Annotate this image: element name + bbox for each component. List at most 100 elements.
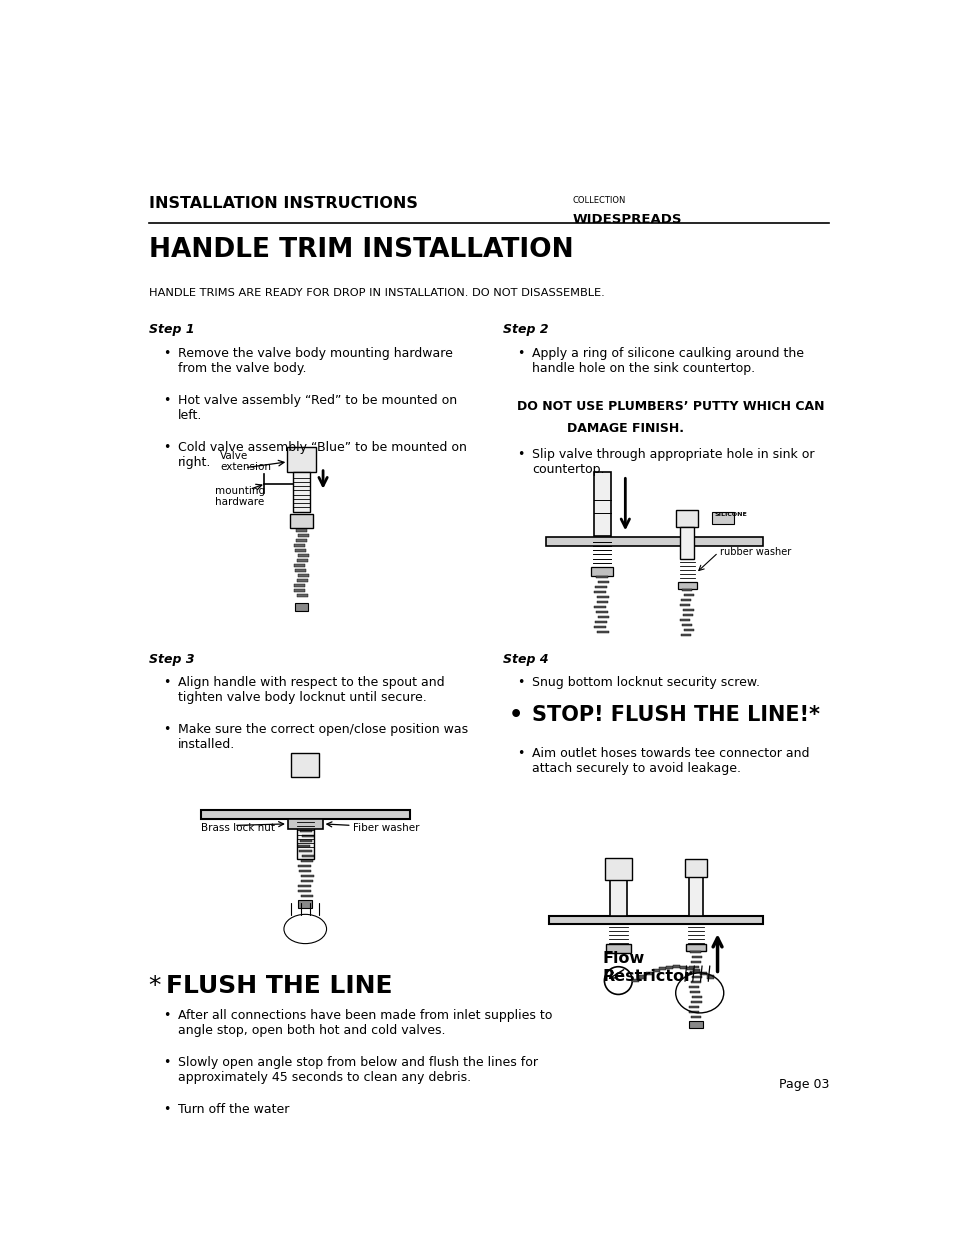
Text: Cold valve assembly “Blue” to be mounted on
right.: Cold valve assembly “Blue” to be mounted… — [178, 441, 467, 469]
Text: Fiber washer: Fiber washer — [353, 823, 419, 832]
Text: •: • — [162, 1009, 170, 1023]
Text: Aim outlet hoses towards tee connector and
attach securely to avoid leakage.: Aim outlet hoses towards tee connector a… — [532, 747, 809, 776]
Text: SILICONE: SILICONE — [714, 513, 746, 517]
Text: •: • — [517, 676, 523, 689]
Bar — [298, 885, 311, 888]
Text: Page 03: Page 03 — [778, 1078, 828, 1092]
Bar — [297, 846, 310, 847]
Bar — [286, 447, 315, 472]
Bar — [301, 835, 314, 837]
Bar — [596, 611, 607, 614]
Bar — [294, 564, 304, 567]
Bar — [595, 621, 606, 624]
Bar — [594, 626, 605, 629]
Text: DAMAGE FINISH.: DAMAGE FINISH. — [567, 421, 683, 435]
Bar — [683, 630, 693, 631]
Bar — [690, 951, 700, 953]
Text: Remove the valve body mounting hardware
from the valve body.: Remove the valve body mounting hardware … — [178, 347, 453, 375]
Bar — [296, 540, 307, 542]
Bar — [301, 881, 314, 882]
Bar — [691, 997, 701, 998]
Bar — [605, 944, 630, 953]
Bar — [298, 871, 311, 872]
Text: Align handle with respect to the spout and
tighten valve body locknut until secu: Align handle with respect to the spout a… — [178, 676, 444, 704]
Text: Slip valve through appropriate hole in sink or
countertop.: Slip valve through appropriate hole in s… — [532, 448, 814, 475]
Bar — [711, 511, 733, 524]
Text: Hot valve assembly “Red” to be mounted on
left.: Hot valve assembly “Red” to be mounted o… — [178, 394, 456, 422]
Text: HANDLE TRIMS ARE READY FOR DROP IN INSTALLATION. DO NOT DISASSEMBLE.: HANDLE TRIMS ARE READY FOR DROP IN INSTA… — [149, 288, 604, 299]
Text: *: * — [149, 973, 169, 998]
Text: Turn off the water: Turn off the water — [178, 1103, 289, 1116]
Bar — [688, 877, 702, 916]
Bar — [683, 594, 693, 597]
Bar — [688, 987, 699, 988]
Bar — [678, 582, 696, 589]
Bar — [598, 616, 609, 619]
Bar — [595, 587, 606, 588]
Bar — [294, 603, 307, 611]
Bar — [298, 535, 309, 537]
Text: •: • — [162, 394, 170, 406]
Bar — [688, 1011, 699, 1013]
Bar — [679, 604, 690, 606]
Bar — [682, 609, 693, 611]
Bar — [297, 579, 308, 582]
Text: Step 3: Step 3 — [149, 652, 194, 666]
Bar — [295, 550, 306, 552]
Bar — [691, 1016, 700, 1019]
Bar — [689, 1007, 699, 1008]
Text: mounting
hardware: mounting hardware — [214, 485, 264, 508]
Bar — [691, 1002, 700, 1003]
Bar — [691, 977, 701, 978]
Text: •: • — [517, 747, 523, 761]
Bar — [706, 976, 713, 978]
Bar — [686, 967, 693, 971]
Bar — [700, 972, 706, 976]
Bar — [597, 597, 608, 598]
Bar — [294, 545, 304, 547]
Bar — [298, 900, 312, 908]
Bar — [632, 979, 639, 982]
Text: Valve
extension: Valve extension — [220, 451, 271, 473]
Bar — [609, 879, 626, 916]
Bar — [604, 858, 631, 879]
Bar — [691, 956, 701, 958]
Bar — [684, 858, 706, 877]
Bar — [298, 555, 309, 557]
Bar — [591, 567, 612, 577]
Bar — [296, 819, 314, 858]
Bar — [300, 841, 313, 842]
Bar — [300, 861, 313, 862]
Text: •: • — [162, 1056, 170, 1070]
Bar — [597, 631, 608, 634]
Bar — [690, 961, 700, 963]
Bar — [665, 966, 673, 968]
Text: Apply a ring of silicone caulking around the
handle hole on the sink countertop.: Apply a ring of silicone caulking around… — [532, 347, 803, 375]
Bar — [297, 594, 308, 597]
Text: •: • — [509, 705, 523, 725]
Bar — [594, 592, 605, 593]
Text: INSTALLATION INSTRUCTIONS: INSTALLATION INSTRUCTIONS — [149, 196, 417, 211]
Bar — [294, 584, 305, 587]
Bar — [295, 530, 307, 531]
Text: Step 2: Step 2 — [502, 324, 548, 336]
Text: Slowly open angle stop from below and flush the lines for
approximately 45 secon: Slowly open angle stop from below and fl… — [178, 1056, 537, 1084]
Text: •: • — [162, 1103, 170, 1116]
Bar — [593, 472, 610, 536]
Text: COLLECTION: COLLECTION — [572, 196, 625, 205]
Bar — [681, 625, 691, 626]
Text: rubber washer: rubber washer — [720, 547, 790, 557]
Bar — [288, 819, 322, 829]
Bar — [294, 589, 305, 592]
Bar — [596, 577, 607, 578]
Bar — [297, 574, 309, 577]
Bar — [645, 972, 652, 976]
Text: •: • — [162, 676, 170, 689]
Bar — [301, 856, 314, 857]
Text: After all connections have been made from inlet supplies to
angle stop, open bot: After all connections have been made fro… — [178, 1009, 552, 1037]
Bar — [301, 895, 314, 898]
Bar — [679, 966, 686, 968]
Text: •: • — [162, 722, 170, 736]
Bar — [682, 615, 692, 616]
Bar — [548, 916, 761, 924]
